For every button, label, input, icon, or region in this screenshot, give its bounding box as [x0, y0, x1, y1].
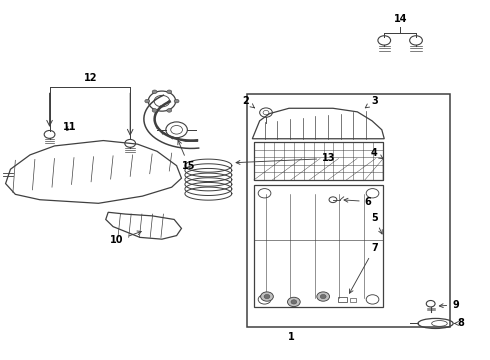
Text: 9: 9 [440, 300, 459, 310]
Circle shape [320, 294, 326, 299]
Text: 2: 2 [243, 96, 254, 108]
Circle shape [152, 90, 157, 94]
Text: 14: 14 [393, 14, 407, 24]
Text: 6: 6 [344, 197, 371, 207]
Circle shape [174, 99, 179, 103]
Circle shape [288, 297, 300, 307]
Text: 1: 1 [288, 332, 295, 342]
Bar [254, 142, 383, 180]
Bar [247, 94, 450, 327]
Circle shape [261, 292, 273, 301]
Text: 8: 8 [454, 319, 465, 328]
Circle shape [152, 109, 157, 112]
Text: 7: 7 [349, 243, 378, 293]
Bar [350, 298, 356, 302]
Text: 15: 15 [178, 140, 196, 171]
Bar [338, 297, 346, 302]
Text: 4: 4 [371, 148, 383, 159]
Text: 5: 5 [371, 213, 382, 234]
Circle shape [317, 292, 330, 301]
Text: 3: 3 [366, 96, 378, 108]
Circle shape [167, 90, 172, 94]
Circle shape [264, 294, 270, 299]
Circle shape [167, 109, 172, 112]
Circle shape [145, 99, 150, 103]
Text: 12: 12 [84, 73, 98, 83]
Text: 13: 13 [236, 153, 336, 165]
Circle shape [291, 300, 297, 304]
Text: 11: 11 [63, 122, 77, 132]
Bar [254, 185, 383, 307]
Text: 10: 10 [110, 231, 141, 245]
